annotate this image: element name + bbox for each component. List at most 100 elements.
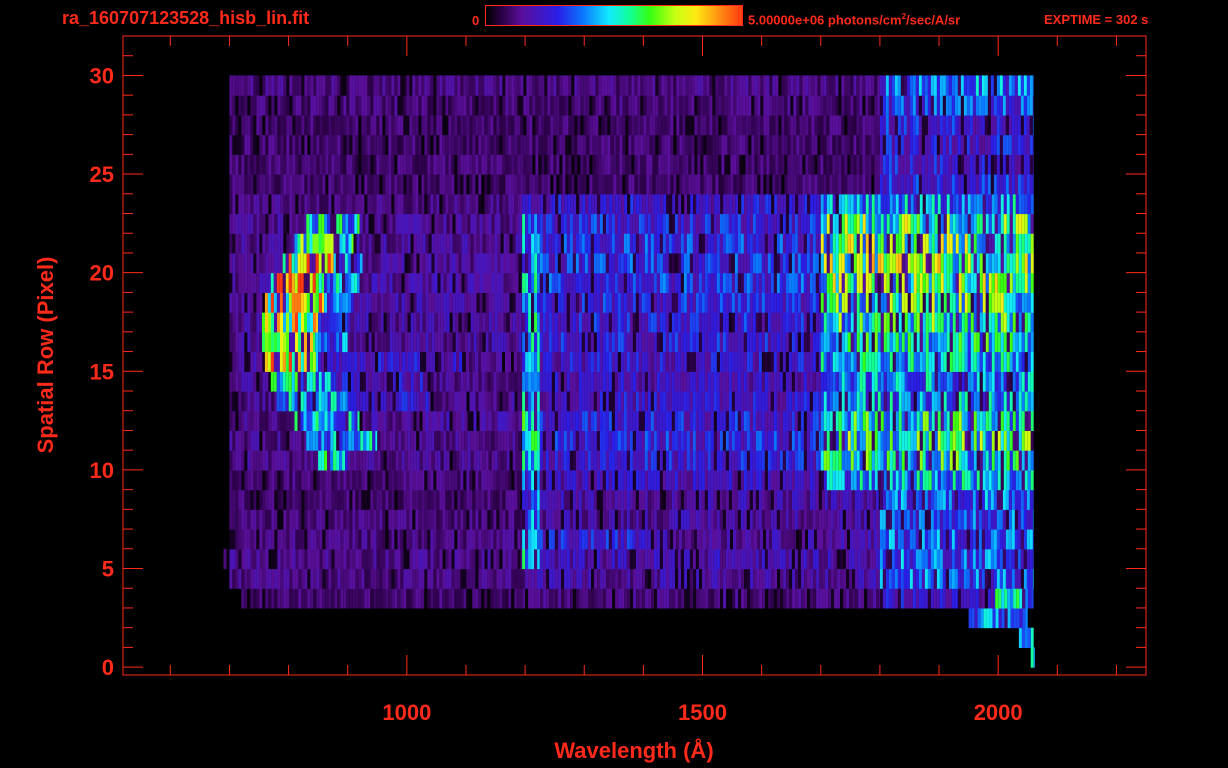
heatmap-cell <box>328 489 332 510</box>
heatmap-cell <box>503 252 507 274</box>
heatmap-cell <box>991 469 995 491</box>
heatmap-cell <box>433 469 437 491</box>
heatmap-cell <box>343 529 347 550</box>
heatmap-cell <box>560 331 564 353</box>
heatmap-cell <box>611 351 615 372</box>
heatmap-cell <box>238 312 242 333</box>
heatmap-cell <box>572 430 576 451</box>
heatmap-cell <box>999 568 1003 589</box>
heatmap-cell <box>668 410 672 431</box>
heatmap-cell <box>847 312 851 333</box>
heatmap-cell <box>383 371 387 392</box>
heatmap-cell <box>934 371 938 392</box>
heatmap-cell <box>738 588 742 609</box>
heatmap-cell <box>745 529 748 550</box>
heatmap-cell <box>268 469 272 491</box>
heatmap-cell <box>701 391 705 412</box>
heatmap-cell <box>1024 312 1028 333</box>
heatmap-cell <box>496 391 500 412</box>
heatmap-cell <box>898 391 902 412</box>
heatmap-cell <box>1032 529 1034 550</box>
heatmap-cell <box>1002 529 1006 550</box>
heatmap-cell <box>859 272 863 293</box>
heatmap-cell <box>274 252 278 274</box>
heatmap-cell <box>449 233 453 254</box>
heatmap-cell <box>969 509 973 530</box>
heatmap-cell <box>876 568 880 589</box>
heatmap-cell <box>306 371 310 392</box>
heatmap-cell <box>250 489 254 510</box>
heatmap-cell <box>683 331 687 353</box>
heatmap-cell <box>665 312 669 333</box>
heatmap-cell <box>826 430 830 451</box>
heatmap-cell <box>1011 509 1015 530</box>
heatmap-cell <box>377 312 381 333</box>
heatmap-cell <box>514 469 518 491</box>
heatmap-cell <box>310 548 314 570</box>
heatmap-cell <box>321 371 325 392</box>
heatmap-cell <box>365 252 369 274</box>
heatmap-cell <box>954 489 958 510</box>
heatmap-cell <box>716 410 720 431</box>
heatmap-cell <box>425 312 429 333</box>
heatmap-cell <box>976 351 980 372</box>
heatmap-cell <box>271 568 275 589</box>
heatmap-cell <box>904 469 908 491</box>
heatmap-cell <box>827 548 831 570</box>
heatmap-cell <box>587 371 591 392</box>
heatmap-cell <box>469 351 472 372</box>
heatmap-cell <box>617 529 621 550</box>
heatmap-cell <box>746 351 750 372</box>
heatmap-cell <box>638 272 642 293</box>
heatmap-cell <box>262 272 266 293</box>
heatmap-cell <box>578 430 582 451</box>
heatmap-cell <box>662 410 666 431</box>
heatmap-cell <box>925 351 929 372</box>
heatmap-cell <box>265 568 269 589</box>
heatmap-cell <box>665 252 669 274</box>
heatmap-cell <box>916 292 920 313</box>
heatmap-cell <box>939 489 943 510</box>
heatmap-cell <box>689 331 693 353</box>
heatmap-cell <box>410 252 414 274</box>
heatmap-cell <box>815 430 819 451</box>
heatmap-cell <box>537 509 540 530</box>
heatmap-cell <box>874 450 878 471</box>
heatmap-cell <box>310 469 314 491</box>
heatmap-cell <box>286 430 290 451</box>
heatmap-cell <box>479 292 483 313</box>
heatmap-cell <box>942 509 946 530</box>
heatmap-cell <box>940 312 944 333</box>
heatmap-cell <box>982 331 986 353</box>
heatmap-cell <box>531 548 535 570</box>
heatmap-cell <box>752 371 756 392</box>
heatmap-cell <box>782 548 786 570</box>
heatmap-cell <box>939 568 943 589</box>
heatmap-cell <box>549 588 553 609</box>
heatmap-cell <box>392 410 396 431</box>
heatmap-cell <box>879 548 883 570</box>
heatmap-cell <box>701 312 705 333</box>
heatmap-cell <box>888 568 892 589</box>
heatmap-cell <box>354 410 358 431</box>
heatmap-cell <box>967 450 971 471</box>
heatmap-cell <box>677 312 681 333</box>
heatmap-cell <box>713 391 717 412</box>
heatmap-cell <box>895 371 899 392</box>
heatmap-cell <box>924 509 928 530</box>
heatmap-cell <box>970 410 974 431</box>
heatmap-cell <box>988 252 992 274</box>
colorbar <box>485 5 743 26</box>
heatmap-cell <box>362 331 366 353</box>
heatmap-cell <box>392 430 396 451</box>
heatmap-cell <box>300 351 304 372</box>
heatmap-cell <box>988 430 992 451</box>
heatmap-cell <box>725 391 729 412</box>
heatmap-cell <box>307 489 311 510</box>
heatmap-cell <box>514 548 518 570</box>
heatmap-cell <box>412 469 416 491</box>
heatmap-cell <box>982 351 986 372</box>
heatmap-cell <box>259 292 263 313</box>
heatmap-cell <box>875 548 879 570</box>
heatmap-cell <box>734 252 738 274</box>
